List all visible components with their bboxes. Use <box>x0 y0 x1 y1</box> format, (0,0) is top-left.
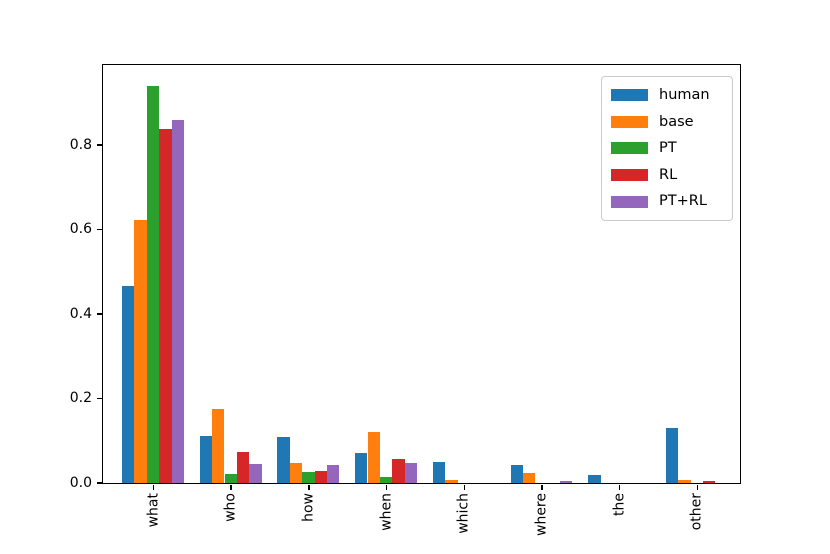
legend: human base PT RL PT+RL <box>601 76 733 221</box>
y-axis-label-0.8: 0.8 <box>69 136 92 153</box>
bar-PT-how <box>302 472 315 483</box>
bar-RL-what <box>159 129 172 483</box>
y-axis-tick-0.6 <box>96 228 102 231</box>
bar-PT-who <box>224 474 237 483</box>
x-axis-tick-when <box>385 485 388 490</box>
x-axis-label-who: who <box>222 493 239 522</box>
x-axis-tick-where <box>541 485 543 490</box>
legend-label-human: human <box>659 87 710 104</box>
bar-base-where <box>522 472 536 483</box>
x-axis-tick-who <box>230 485 232 490</box>
legend-label-PT: PT <box>659 140 677 157</box>
x-axis-tick-what <box>152 485 155 490</box>
bar-human-the <box>588 475 601 483</box>
y-axis-tick-0.2 <box>96 397 102 400</box>
x-axis-label-other: other <box>688 493 705 531</box>
legend-item-PT+RL: PT+RL <box>611 194 724 209</box>
legend-swatch-RL <box>611 169 648 182</box>
legend-item-RL: RL <box>611 168 724 183</box>
bar-PT+RL-who <box>249 463 262 483</box>
legend-item-PT: PT <box>611 141 724 156</box>
bar-base-who <box>212 409 225 483</box>
bar-RL-other <box>703 481 716 483</box>
x-axis-tick-the <box>618 485 621 490</box>
bar-base-other <box>678 480 691 483</box>
y-axis-tick-0.0 <box>96 482 102 484</box>
x-axis-tick-other <box>696 485 699 490</box>
bar-PT+RL-when <box>404 462 418 483</box>
legend-label-PT+RL: PT+RL <box>659 193 707 210</box>
y-axis-label-0.4: 0.4 <box>69 305 92 322</box>
legend-swatch-human <box>611 89 648 102</box>
bar-human-where <box>510 465 523 483</box>
x-axis-label-the: the <box>610 493 627 516</box>
bar-human-how <box>277 436 290 483</box>
bar-PT+RL-how <box>327 464 340 483</box>
y-axis-label-0.0: 0.0 <box>69 475 92 491</box>
y-axis-tick-0.8 <box>96 144 102 146</box>
legend-item-base: base <box>611 115 724 130</box>
bar-RL-when <box>392 459 405 483</box>
bar-base-which <box>445 479 458 483</box>
bar-human-who <box>199 436 213 483</box>
bar-human-which <box>432 462 446 483</box>
bar-PT+RL-what <box>171 119 184 483</box>
bar-base-when <box>367 432 380 483</box>
bar-human-when <box>355 453 368 483</box>
bar-human-what <box>122 285 135 483</box>
bar-PT-what <box>146 85 160 483</box>
bar-base-what <box>134 219 147 483</box>
bar-PT-when <box>379 476 393 483</box>
x-axis-label-how: how <box>300 493 317 522</box>
legend-label-RL: RL <box>659 166 678 183</box>
y-axis-label-0.2: 0.2 <box>69 390 92 407</box>
legend-swatch-PT <box>611 142 648 155</box>
bar-human-other <box>665 428 679 483</box>
x-axis-tick-which <box>463 485 466 490</box>
bar-base-how <box>289 463 303 483</box>
y-axis-label-0.6: 0.6 <box>69 221 92 238</box>
x-axis-label-when: when <box>377 493 394 531</box>
legend-label-base: base <box>659 113 694 130</box>
legend-swatch-PT+RL <box>611 195 648 208</box>
x-axis-tick-how <box>308 485 310 490</box>
legend-item-human: human <box>611 88 724 103</box>
bar-RL-who <box>236 451 250 483</box>
x-axis-label-what: what <box>144 493 161 528</box>
x-axis-label-where: where <box>533 493 550 536</box>
bar-RL-how <box>314 470 327 483</box>
x-axis-label-which: which <box>455 493 472 534</box>
y-axis-tick-0.4 <box>96 313 102 315</box>
legend-swatch-base <box>611 115 648 128</box>
bar-PT+RL-where <box>560 480 573 483</box>
